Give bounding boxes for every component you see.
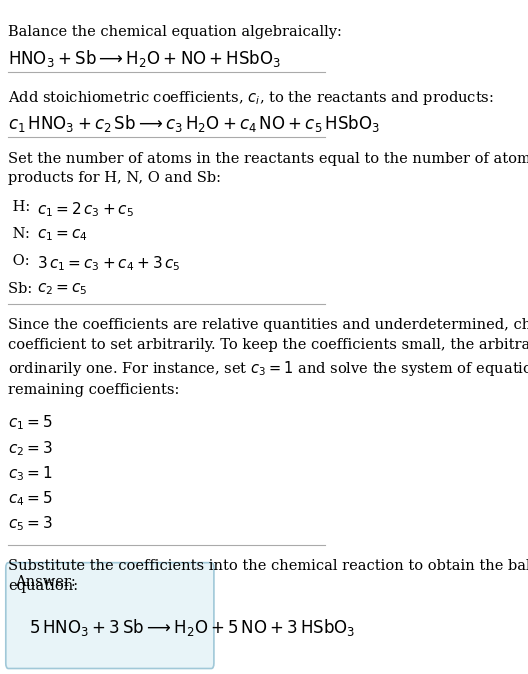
Text: $c_2 = 3$: $c_2 = 3$ bbox=[8, 439, 53, 458]
Text: Sb:: Sb: bbox=[8, 282, 42, 296]
Text: $c_1\,\mathrm{HNO_3} + c_2\,\mathrm{Sb} \longrightarrow c_3\,\mathrm{H_2O} + c_4: $c_1\,\mathrm{HNO_3} + c_2\,\mathrm{Sb} … bbox=[8, 113, 380, 134]
Text: Add stoichiometric coefficients, $c_i$, to the reactants and products:: Add stoichiometric coefficients, $c_i$, … bbox=[8, 90, 494, 107]
Text: $c_1 = 2\,c_3 + c_5$: $c_1 = 2\,c_3 + c_5$ bbox=[36, 200, 134, 218]
Text: $c_1 = 5$: $c_1 = 5$ bbox=[8, 414, 53, 432]
Text: Substitute the coefficients into the chemical reaction to obtain the balanced
eq: Substitute the coefficients into the che… bbox=[8, 559, 528, 593]
Text: $\mathrm{HNO_3 + Sb \longrightarrow H_2O + NO + HSbO_3}$: $\mathrm{HNO_3 + Sb \longrightarrow H_2O… bbox=[8, 48, 281, 69]
Text: $c_3 = 1$: $c_3 = 1$ bbox=[8, 464, 53, 483]
Text: N:: N: bbox=[8, 227, 40, 241]
Text: Since the coefficients are relative quantities and underdetermined, choose a
coe: Since the coefficients are relative quan… bbox=[8, 318, 528, 398]
Text: Set the number of atoms in the reactants equal to the number of atoms in the
pro: Set the number of atoms in the reactants… bbox=[8, 152, 528, 185]
Text: $c_4 = 5$: $c_4 = 5$ bbox=[8, 489, 53, 508]
Text: Balance the chemical equation algebraically:: Balance the chemical equation algebraica… bbox=[8, 26, 342, 40]
Text: $3\,c_1 = c_3 + c_4 + 3\,c_5$: $3\,c_1 = c_3 + c_4 + 3\,c_5$ bbox=[36, 255, 180, 273]
Text: Answer:: Answer: bbox=[15, 575, 76, 588]
Text: $c_5 = 3$: $c_5 = 3$ bbox=[8, 515, 53, 533]
FancyBboxPatch shape bbox=[6, 563, 214, 669]
Text: H:: H: bbox=[8, 200, 40, 214]
Text: $c_1 = c_4$: $c_1 = c_4$ bbox=[36, 227, 88, 243]
Text: $5\,\mathrm{HNO_3} + 3\,\mathrm{Sb} \longrightarrow \mathrm{H_2O} + 5\,\mathrm{N: $5\,\mathrm{HNO_3} + 3\,\mathrm{Sb} \lon… bbox=[30, 617, 356, 638]
Text: $c_2 = c_5$: $c_2 = c_5$ bbox=[36, 282, 87, 297]
Text: O:: O: bbox=[8, 255, 39, 268]
